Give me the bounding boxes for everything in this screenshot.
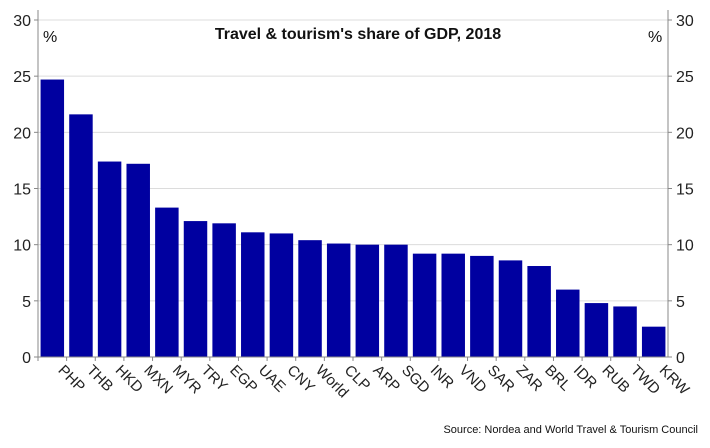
bar-try bbox=[183, 221, 208, 357]
right-tick-labels: 0 5 10 15 20 25 30 bbox=[668, 13, 694, 367]
category-label: BRL bbox=[541, 362, 574, 395]
y-tick-label-left: 25 bbox=[13, 69, 31, 86]
y-tick-label-left: 10 bbox=[13, 238, 31, 255]
bar-php bbox=[40, 79, 65, 357]
bar-rub bbox=[584, 303, 609, 357]
category-label: MXN bbox=[140, 362, 176, 398]
category-label: RUB bbox=[599, 362, 633, 396]
bars bbox=[40, 79, 666, 357]
y-tick-label-right: 30 bbox=[676, 13, 694, 30]
category-label: CNY bbox=[284, 362, 318, 396]
category-label: ARP bbox=[369, 362, 403, 396]
category-label: SGD bbox=[398, 362, 433, 397]
y-tick-label-left: 0 bbox=[22, 350, 31, 367]
category-label: KRW bbox=[656, 362, 693, 399]
y-tick-label-left: 15 bbox=[13, 182, 31, 199]
bar-clp bbox=[326, 243, 351, 357]
y-tick-label-left: 20 bbox=[13, 125, 31, 142]
bar-vnd bbox=[441, 253, 465, 357]
bar-idr bbox=[556, 289, 580, 357]
y-tick-label-right: 25 bbox=[676, 69, 694, 86]
y-tick-label-right: 10 bbox=[676, 238, 694, 255]
bar-egp bbox=[212, 223, 236, 357]
y-tick-label-left: 30 bbox=[13, 13, 31, 30]
chart-title: Travel & tourism's share of GDP, 2018 bbox=[215, 26, 501, 43]
bar-hkd bbox=[97, 161, 122, 357]
bar-sar bbox=[470, 255, 494, 357]
category-label: UAE bbox=[255, 362, 289, 396]
category-label: SAR bbox=[484, 362, 518, 396]
category-label: ZAR bbox=[513, 362, 546, 395]
category-label: MYR bbox=[169, 362, 205, 398]
bar-inr bbox=[412, 253, 437, 357]
category-label: THB bbox=[83, 362, 116, 395]
bar-mxn bbox=[126, 163, 150, 357]
category-label: TWD bbox=[627, 362, 663, 398]
category-label: IDR bbox=[570, 362, 600, 392]
bar-cny bbox=[269, 233, 294, 357]
y-tick-label-right: 20 bbox=[676, 125, 694, 142]
category-label: EGP bbox=[226, 362, 260, 396]
bar-twd bbox=[613, 306, 637, 357]
y-tick-label-left: 5 bbox=[22, 294, 31, 311]
left-tick-labels: 0 5 10 15 20 25 30 bbox=[13, 13, 38, 367]
bar-krw bbox=[641, 326, 666, 357]
y-tick-label-right: 15 bbox=[676, 182, 694, 199]
right-unit-label: % bbox=[648, 29, 662, 46]
y-tick-label-right: 5 bbox=[676, 294, 685, 311]
bar-sgd bbox=[384, 244, 408, 357]
bar-myr bbox=[155, 207, 179, 357]
source-note: Source: Nordea and World Travel & Touris… bbox=[443, 424, 698, 436]
category-label: VND bbox=[455, 362, 490, 397]
bar-world bbox=[298, 240, 322, 357]
category-label: HKD bbox=[112, 362, 147, 397]
y-tick-label-right: 0 bbox=[676, 350, 685, 367]
bar-arp bbox=[355, 244, 380, 357]
category-label: PHP bbox=[54, 362, 88, 396]
category-label: INR bbox=[427, 362, 457, 392]
bar-uae bbox=[241, 232, 265, 357]
category-labels: PHPTHBHKDMXNMYRTRYEGPUAECNYWorldCLPARPSG… bbox=[37, 357, 693, 401]
left-unit-label: % bbox=[43, 29, 57, 46]
bar-brl bbox=[527, 266, 551, 357]
category-label: TRY bbox=[198, 362, 231, 395]
bar-zar bbox=[498, 260, 523, 357]
bar-thb bbox=[69, 114, 93, 357]
